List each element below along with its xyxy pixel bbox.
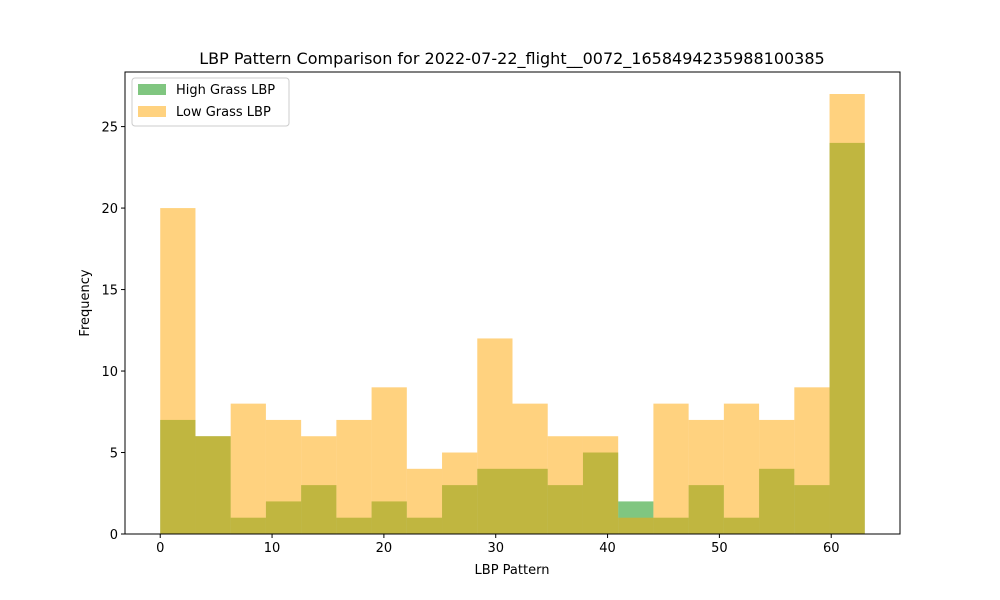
x-axis-label: LBP Pattern [475,563,550,578]
x-tick-label: 50 [711,541,728,556]
y-tick-label: 10 [101,365,118,380]
bar-series-1-bin-11 [547,436,583,534]
legend-box [131,77,290,127]
x-tick-label: 10 [264,541,281,556]
bar-series-1-bin-17 [759,419,795,534]
legend-swatch-1 [138,106,166,117]
x-axis: 0 10 20 30 40 50 60 [156,534,839,556]
y-axis-label: Frequency [78,269,93,336]
bar-series-1-bin-15 [688,419,724,534]
legend-label-0: High Grass LBP [176,83,275,98]
bar-series-1-bin-14 [653,403,689,534]
x-tick-label: 30 [487,541,504,556]
bar-series-1-bin-0 [160,208,196,534]
bar-series-1-bin-16 [723,403,760,534]
bar-series-1-bin-13 [618,517,654,534]
x-tick-label: 40 [599,541,616,556]
y-axis: 0 5 10 15 20 25 [101,121,125,543]
bar-series-1-bin-10 [512,403,548,534]
bar-series-1-bin-5 [336,419,372,534]
y-tick-label: 0 [110,528,118,543]
y-tick-label: 25 [101,121,118,136]
x-tick-label: 60 [823,541,840,556]
bar-series-1-bin-12 [582,436,619,534]
x-tick-label: 20 [376,541,393,556]
y-tick-label: 15 [101,284,118,299]
legend-label-1: Low Grass LBP [176,105,271,120]
y-tick-label: 5 [110,447,118,462]
y-tick-label: 20 [101,202,118,217]
bar-series-1-bin-8 [442,452,478,534]
bar-series-1-bin-1 [195,436,231,534]
x-tick-label: 0 [156,541,164,556]
bar-series-1-bin-3 [265,419,302,534]
chart-title: LBP Pattern Comparison for 2022-07-22_fl… [199,49,824,69]
plot-frame [124,71,901,535]
bar-series-1-bin-9 [477,338,513,534]
bars-layer [160,94,865,534]
bar-series-1-bin-4 [301,436,337,534]
bar-series-1-bin-6 [371,387,407,534]
bar-series-1-bin-19 [829,94,865,534]
legend-swatch-0 [138,84,166,95]
legend: High Grass LBP Low Grass LBP [131,77,290,127]
bar-series-1-bin-7 [406,468,443,534]
bar-series-1-bin-18 [794,387,830,534]
bar-series-1-bin-2 [230,403,266,534]
